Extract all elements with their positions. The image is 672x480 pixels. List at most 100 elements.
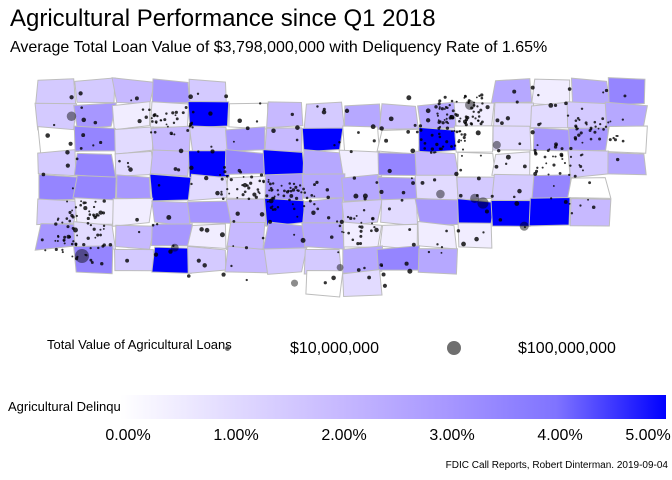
- county-region: [228, 102, 270, 130]
- county-region: [569, 198, 612, 227]
- bank-loan-dot: [41, 172, 46, 177]
- county-region: [379, 223, 418, 251]
- bank-loan-dot: [245, 278, 248, 282]
- bank-loan-dot: [40, 238, 44, 242]
- bank-loan-dot: [267, 178, 270, 181]
- bank-loan-dot: [61, 221, 64, 224]
- bank-loan-dot: [434, 105, 438, 109]
- bank-loan-dot: [257, 190, 260, 193]
- bank-loan-dot: [552, 185, 555, 187]
- bank-loan-dot: [500, 121, 504, 125]
- bank-loan-dot: [175, 117, 179, 121]
- bank-loan-dot: [537, 93, 540, 97]
- bank-loan-dot: [381, 272, 386, 277]
- bank-loan-dot: [44, 249, 47, 252]
- bank-loan-dot: [604, 125, 608, 128]
- bank-loan-dot: [579, 165, 583, 169]
- county-region: [490, 199, 535, 227]
- bank-loan-dot: [541, 166, 544, 169]
- bank-loan-dot: [118, 159, 121, 163]
- bank-loan-dot: [463, 96, 466, 99]
- bank-loan-dot: [174, 110, 178, 114]
- bank-loan-dot: [479, 154, 482, 157]
- bank-loan-dot: [86, 221, 90, 225]
- size-legend-small-dot: [225, 346, 230, 351]
- bank-loan-dot: [210, 145, 213, 148]
- bank-loan-dot: [357, 131, 360, 134]
- bank-loan-dot: [282, 194, 286, 198]
- bank-loan-dot: [518, 142, 522, 146]
- bank-loan-dot: [504, 162, 508, 166]
- bank-loan-dot: [477, 110, 481, 114]
- bank-loan-dot: [63, 242, 66, 245]
- bank-loan-dot: [98, 210, 103, 215]
- bank-loan-dot: [445, 120, 449, 124]
- county-region: [73, 152, 117, 179]
- color-legend-tick: 4.00%: [537, 427, 583, 444]
- bank-loan-dot: [89, 223, 93, 227]
- bank-loan-dot: [71, 255, 74, 258]
- bank-loan-dot: [494, 164, 499, 169]
- bank-loan-dot: [484, 209, 489, 214]
- bank-loan-dot: [474, 117, 477, 120]
- bank-loan-dot: [451, 109, 455, 113]
- bank-loan-dot: [271, 208, 275, 211]
- county-region: [186, 200, 232, 224]
- bank-loan-dot: [221, 197, 225, 201]
- bank-loan-dot: [94, 215, 98, 218]
- bank-loan-dot: [346, 215, 350, 219]
- bank-loan-dot: [362, 208, 366, 212]
- bank-loan-dot: [56, 218, 59, 221]
- bank-loan-dot: [616, 135, 619, 138]
- bank-loan-dot: [271, 188, 274, 191]
- bank-loan-dot: [71, 187, 74, 190]
- bank-loan-dot: [418, 124, 423, 128]
- bank-loan-dot: [125, 258, 130, 263]
- bank-loan-dot: [461, 241, 466, 247]
- bank-loan-dot: [621, 139, 625, 143]
- bank-loan-dot: [92, 205, 96, 209]
- bank-loan-dot: [181, 111, 185, 115]
- bank-loan-dot: [341, 230, 343, 233]
- bank-loan-dot: [269, 206, 273, 210]
- bank-loan-dot: [554, 155, 557, 158]
- bank-loan-dot: [130, 99, 133, 102]
- bank-loan-dot: [235, 211, 240, 216]
- bank-loan-dot: [602, 91, 605, 94]
- bank-loan-dot: [379, 189, 384, 195]
- bank-loan-dot: [379, 126, 384, 131]
- bank-loan-dot: [579, 154, 583, 157]
- bank-loan-dot: [445, 229, 448, 233]
- bank-loan-dot: [536, 144, 539, 147]
- bank-loan-dot: [463, 133, 467, 137]
- bank-loan-dot: [148, 108, 151, 112]
- bank-loan-dot: [261, 236, 265, 240]
- bank-loan-dot: [517, 188, 522, 194]
- bank-loan-dot: [573, 136, 578, 140]
- bank-loan-dot: [173, 133, 176, 136]
- bank-loan-dot: [570, 212, 574, 215]
- bank-loan-dot: [256, 188, 260, 191]
- bank-loan-dot: [54, 222, 58, 226]
- bank-loan-dot: [599, 122, 602, 126]
- bank-loan-dot: [65, 217, 69, 220]
- bank-loan-dot: [99, 140, 103, 145]
- bank-loan-dot: [225, 175, 229, 178]
- bank-loan-dot: [83, 206, 88, 211]
- bank-loan-dot: [443, 95, 447, 99]
- bank-loan-dot: [239, 170, 243, 174]
- bank-loan-dot: [68, 210, 72, 215]
- bank-loan-dot: [469, 122, 473, 125]
- county-region: [151, 200, 191, 227]
- bank-loan-dot: [100, 262, 104, 266]
- bank-loan-dot: [371, 216, 375, 221]
- bank-loan-dot: [174, 114, 177, 117]
- bank-loan-dot: [387, 207, 391, 211]
- bank-loan-dot: [68, 219, 72, 223]
- bank-loan-dot: [220, 192, 223, 196]
- bank-loan-dot: [336, 263, 344, 271]
- bank-loan-dot: [440, 107, 444, 111]
- bank-loan-dot: [372, 139, 376, 143]
- bank-loan-dot: [88, 213, 92, 216]
- bank-loan-dot: [94, 236, 97, 239]
